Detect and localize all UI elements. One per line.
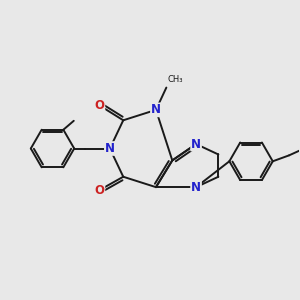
Text: CH₃: CH₃ [168, 75, 183, 84]
Text: N: N [191, 181, 201, 194]
Text: O: O [94, 99, 104, 112]
Text: N: N [105, 142, 115, 155]
Text: N: N [151, 103, 161, 116]
Text: O: O [94, 184, 104, 196]
Text: N: N [191, 138, 201, 151]
